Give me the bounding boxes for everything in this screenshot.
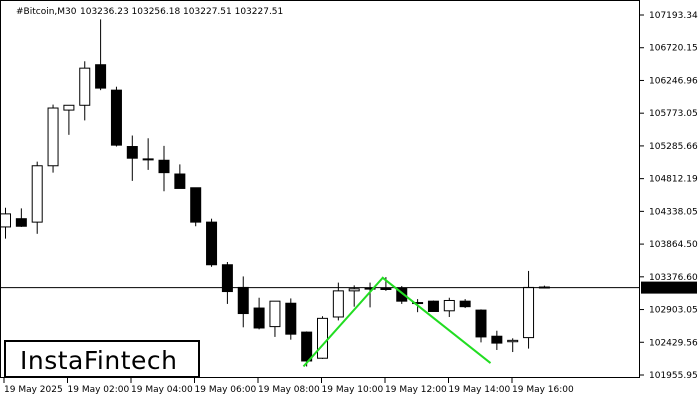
y-tick-label: 101955.95 (649, 371, 698, 381)
candle-body (380, 287, 392, 290)
candle (190, 187, 202, 227)
candle-body (491, 335, 503, 344)
candle-body (443, 299, 455, 312)
candle (475, 309, 487, 343)
candle-body (15, 218, 27, 227)
ohlc-label: 103236.23 103256.18 103227.51 103227.51 (80, 7, 283, 17)
candle-body (95, 64, 107, 89)
x-tick-label: 19 May 02:00 (68, 385, 130, 395)
candle (206, 218, 218, 267)
candle-body (285, 302, 297, 335)
y-tick-label: 102429.56 (649, 338, 698, 348)
candle-body (427, 300, 439, 312)
candle (95, 19, 107, 91)
candle (348, 285, 360, 307)
candle-body (174, 173, 186, 189)
brand-logo-text: InstaFintech (20, 346, 178, 375)
candle-body (47, 107, 59, 167)
candle (15, 208, 27, 227)
double-bottom-pattern-line (302, 276, 492, 368)
candle (301, 331, 313, 367)
y-tick-label: 104338.05 (649, 207, 698, 217)
current-price-label-bg (641, 281, 697, 294)
candle-body (142, 158, 154, 161)
candle (443, 297, 455, 317)
x-tick-label: 19 May 08:00 (258, 385, 320, 395)
candle-body (269, 300, 281, 328)
candle-body (63, 104, 75, 111)
y-tick-label: 103864.50 (649, 240, 698, 250)
candle-body (317, 317, 328, 359)
candle-body (253, 307, 265, 329)
x-tick-label: 19 May 14:00 (449, 385, 511, 395)
candle (396, 286, 408, 304)
candle (253, 297, 265, 330)
symbol-label: #Bitcoin,M30 (16, 7, 77, 17)
current-price-label: 103227.51 (641, 281, 697, 294)
y-tick-label: 105285.66 (649, 142, 698, 152)
candle (221, 261, 233, 304)
y-tick-label: 105773.05 (649, 109, 698, 119)
x-tick-label: 19 May 2025 (4, 385, 63, 395)
x-tick-label: 19 May 04:00 (131, 385, 193, 395)
candle (31, 161, 43, 234)
candle-body (523, 286, 535, 339)
candle-body (348, 288, 360, 292)
y-tick-label: 107193.34 (649, 11, 698, 21)
candle (507, 338, 519, 353)
candle-body (0, 213, 11, 228)
candle-body (237, 286, 249, 315)
candle (317, 316, 328, 359)
brand-logo-box: InstaFintech (4, 340, 200, 378)
candles (0, 19, 550, 367)
candle-body (190, 187, 202, 223)
x-tick-label: 19 May 10:00 (322, 385, 384, 395)
candle-body (364, 287, 376, 290)
candle-body (459, 300, 471, 308)
candle-body (221, 264, 233, 293)
y-tick-label: 102903.05 (649, 306, 698, 316)
candle-body (396, 287, 408, 302)
price-axis: 107193.34 106720.15 106246.96 105773.05 1052… (640, 11, 698, 381)
candle-body (158, 159, 170, 174)
candle-body (206, 221, 218, 266)
candle (332, 282, 344, 321)
candle (427, 300, 439, 312)
candle (459, 299, 471, 309)
candle (158, 145, 170, 192)
candle (364, 282, 376, 308)
y-tick-label: 106720.15 (649, 44, 698, 54)
candle (491, 330, 503, 350)
x-tick-label: 19 May 06:00 (195, 385, 257, 395)
candle-body (507, 339, 519, 343)
current-price-label-text: 103227.51 (645, 284, 694, 294)
candle (63, 104, 75, 135)
time-axis: 19 May 2025 19 May 02:00 19 May 04:00 19 Ma… (3, 378, 574, 395)
y-tick-label: 104812.19 (649, 175, 698, 185)
candle (142, 138, 154, 170)
x-tick-label: 19 May 16:00 (512, 385, 574, 395)
candle-body (79, 67, 91, 106)
y-tick-label: 103376.60 (649, 273, 698, 283)
plot-frame (0, 0, 640, 378)
candle-body (110, 89, 122, 146)
x-tick-label: 19 May 12:00 (385, 385, 447, 395)
candle-body (126, 146, 138, 159)
candle-body (412, 302, 424, 305)
candle (285, 298, 297, 340)
candle (79, 61, 91, 121)
candle (174, 164, 186, 189)
candle-body (475, 309, 487, 338)
candle-body (301, 331, 313, 362)
candle (110, 86, 122, 147)
candle-body (31, 165, 43, 223)
candle (47, 104, 59, 173)
candle (0, 207, 11, 239)
candle-body (332, 290, 344, 318)
y-tick-label: 106246.96 (649, 76, 698, 86)
candle (126, 135, 138, 181)
candle (269, 300, 281, 337)
